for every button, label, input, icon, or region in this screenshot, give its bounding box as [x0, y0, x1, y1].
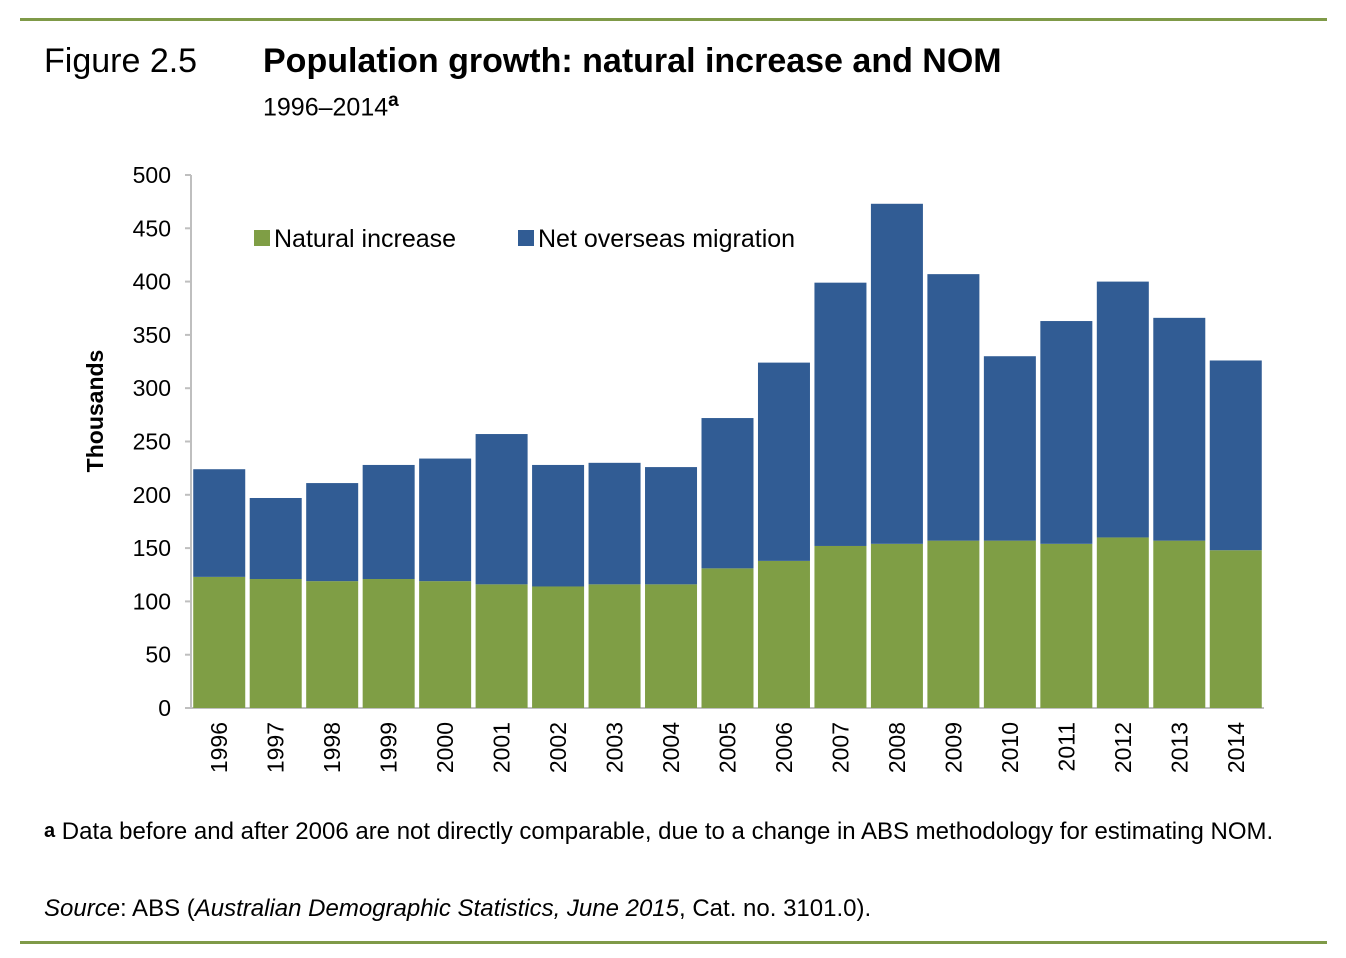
- x-tick-label: 2013: [1166, 722, 1192, 773]
- bar-natural-increase: [757, 560, 810, 708]
- bar-natural-increase: [927, 540, 980, 708]
- figure-number: Figure 2.5: [44, 42, 198, 80]
- bar-net-overseas-migration: [814, 282, 867, 546]
- x-tick-label: 2012: [1110, 722, 1136, 773]
- x-tick-label: 1999: [376, 722, 402, 773]
- bar-net-overseas-migration: [419, 458, 472, 582]
- subtitle-text: 1996–2014: [263, 93, 389, 122]
- footnote-text: Data before and after 2006 are not direc…: [61, 818, 1274, 845]
- x-tick-label: 2001: [489, 722, 515, 773]
- y-tick-label: 0: [158, 695, 171, 721]
- bar-net-overseas-migration: [1040, 321, 1093, 544]
- source-note: Source: ABS (Australian Demographic Stat…: [44, 895, 871, 923]
- y-tick-label: 350: [133, 322, 171, 348]
- bar-natural-increase: [588, 584, 641, 708]
- bar-natural-increase: [983, 540, 1036, 708]
- top-rule: [20, 18, 1327, 21]
- bar-natural-increase: [645, 584, 698, 708]
- bar-natural-increase: [306, 581, 359, 708]
- bar-net-overseas-migration: [757, 362, 810, 561]
- bar-net-overseas-migration: [475, 434, 528, 585]
- bar-natural-increase: [870, 543, 923, 708]
- y-tick-label: 450: [133, 215, 171, 241]
- source-publication: Australian Demographic Statistics, June …: [194, 895, 680, 922]
- bar-natural-increase: [1040, 543, 1093, 708]
- subtitle-note-mark: a: [388, 90, 399, 111]
- x-tick-label: 1998: [319, 722, 345, 773]
- legend-label-net-overseas-migration: Net overseas migration: [538, 225, 795, 253]
- x-tick-label: 2006: [771, 722, 797, 773]
- legend-swatch-net-overseas-migration: [518, 230, 534, 246]
- x-tick-label: 2003: [602, 722, 628, 773]
- bar-net-overseas-migration: [870, 203, 923, 544]
- x-tick-label: 2010: [997, 722, 1023, 773]
- figure-title: Population growth: natural increase and …: [263, 42, 1002, 80]
- source-pre: : ABS (: [120, 895, 195, 922]
- source-post: , Cat. no. 3101.0).: [679, 895, 872, 922]
- y-tick-label: 50: [145, 642, 171, 668]
- figure-subtitle: 1996–2014a: [263, 90, 399, 122]
- bar-natural-increase: [701, 568, 754, 708]
- x-tick-label: 2014: [1223, 722, 1249, 773]
- bar-net-overseas-migration: [645, 467, 698, 585]
- bar-natural-increase: [814, 545, 867, 708]
- legend-label-natural-increase: Natural increase: [274, 225, 456, 253]
- bar-net-overseas-migration: [306, 483, 359, 582]
- bar-natural-increase: [362, 579, 415, 708]
- x-tick-label: 2009: [940, 722, 966, 773]
- y-tick-label: 500: [133, 162, 171, 188]
- footnote: a Data before and after 2006 are not dir…: [44, 815, 1306, 848]
- source-label: Source: [44, 895, 121, 922]
- bar-natural-increase: [532, 586, 585, 708]
- x-tick-label: 1996: [206, 722, 232, 773]
- bar-natural-increase: [419, 581, 472, 708]
- bar-net-overseas-migration: [701, 418, 754, 569]
- x-tick-label: 2007: [827, 722, 853, 773]
- y-tick-label: 200: [133, 482, 171, 508]
- x-tick-label: 2000: [432, 722, 458, 773]
- bar-natural-increase: [249, 579, 302, 708]
- legend-swatch-natural-increase: [254, 230, 270, 246]
- y-tick-label: 400: [133, 269, 171, 295]
- bar-natural-increase: [475, 584, 528, 708]
- y-tick-label: 300: [133, 375, 171, 401]
- y-tick-label: 100: [133, 588, 171, 614]
- y-tick-label: 150: [133, 535, 171, 561]
- x-tick-label: 2008: [884, 722, 910, 773]
- bar-natural-increase: [193, 576, 246, 708]
- x-tick-label: 1997: [263, 722, 289, 773]
- bar-net-overseas-migration: [983, 356, 1036, 541]
- bar-natural-increase: [1153, 540, 1206, 708]
- bar-net-overseas-migration: [588, 462, 641, 585]
- x-tick-label: 2002: [545, 722, 571, 773]
- bar-net-overseas-migration: [927, 274, 980, 541]
- bar-net-overseas-migration: [362, 464, 415, 580]
- bottom-rule: [20, 941, 1327, 944]
- x-tick-label: 2011: [1053, 722, 1079, 771]
- bar-net-overseas-migration: [249, 497, 302, 580]
- x-tick-label: 2005: [715, 722, 741, 773]
- bar-net-overseas-migration: [1096, 281, 1149, 538]
- bar-natural-increase: [1096, 537, 1149, 708]
- bar-net-overseas-migration: [193, 469, 246, 577]
- y-axis-title: Thousands: [82, 350, 108, 473]
- x-tick-label: 2004: [658, 722, 684, 773]
- bar-net-overseas-migration: [1209, 360, 1262, 551]
- bar-net-overseas-migration: [532, 464, 585, 587]
- y-tick-label: 250: [133, 429, 171, 455]
- bar-net-overseas-migration: [1153, 317, 1206, 541]
- footnote-mark: a: [44, 820, 56, 842]
- bar-natural-increase: [1209, 550, 1262, 708]
